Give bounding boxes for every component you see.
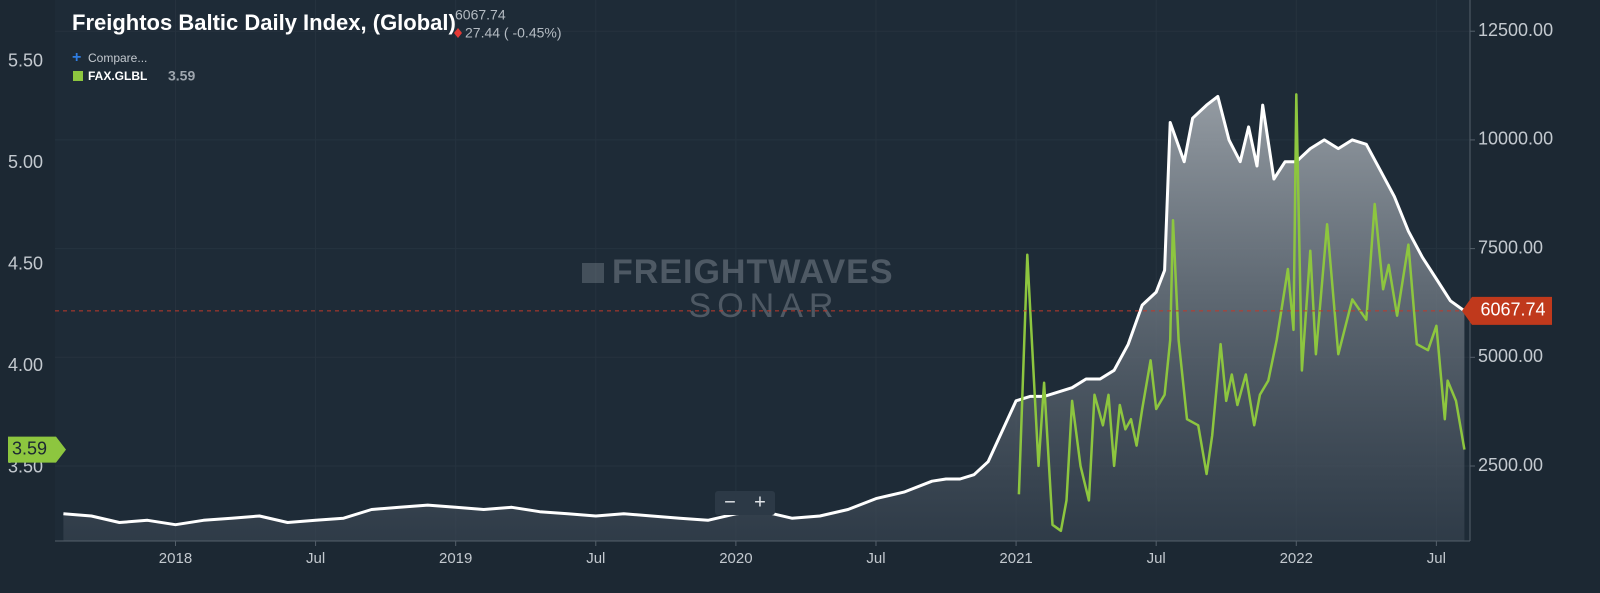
price-change: 27.44 ( -0.45%) xyxy=(465,25,562,41)
x-tick-label: 2020 xyxy=(719,550,752,567)
y-tick-label: 4.00 xyxy=(8,355,43,375)
zoom-in[interactable]: + xyxy=(754,491,766,513)
plot xyxy=(55,93,1470,542)
x-tick-label: 2019 xyxy=(439,550,472,567)
x-tick-label: 2018 xyxy=(159,550,192,567)
area xyxy=(63,96,1465,542)
last-value-flag xyxy=(1462,296,1552,325)
legend-label: FAX.GLBL xyxy=(88,69,147,83)
y2-tick-label: 2500.00 xyxy=(1478,455,1543,475)
compare-icon[interactable]: + xyxy=(72,49,81,66)
watermark-brand: FREIGHTWAVES xyxy=(612,253,894,291)
watermark: FREIGHTWAVES SONAR xyxy=(582,253,894,325)
x-tick-label: Jul xyxy=(1427,550,1446,567)
last-value-label: 6067.74 xyxy=(1480,300,1545,320)
x-tick-label: Jul xyxy=(1147,550,1166,567)
x-tick-label: Jul xyxy=(306,550,325,567)
x-tick-label: 2021 xyxy=(999,550,1032,567)
price: 6067.74 xyxy=(455,7,506,23)
chart-title: Freightos Baltic Daily Index, (Global) xyxy=(72,10,456,35)
legend-value: 3.59 xyxy=(168,68,195,84)
down-indicator xyxy=(454,28,462,38)
y2-tick-label: 10000.00 xyxy=(1478,129,1553,149)
y-tick-label: 5.00 xyxy=(8,152,43,172)
zoom-bar xyxy=(715,491,775,515)
x-tick-label: Jul xyxy=(586,550,605,567)
y-tick-label: 5.50 xyxy=(8,51,43,71)
y-last-value-label: 3.59 xyxy=(12,438,47,458)
y2-tick-label: 12500.00 xyxy=(1478,20,1553,40)
x-tick-label: Jul xyxy=(866,550,885,567)
x-tick-label: 2022 xyxy=(1280,550,1313,567)
compare-button[interactable]: Compare... xyxy=(88,51,147,65)
y2-tick-label: 5000.00 xyxy=(1478,346,1543,366)
zoom-controls: − + xyxy=(715,491,775,515)
legend-swatch xyxy=(73,71,83,81)
y-tick-label: 4.50 xyxy=(8,254,43,274)
line xyxy=(1017,93,1466,533)
watermark-product: SONAR xyxy=(689,287,840,325)
y-last-value-flag xyxy=(8,436,66,463)
zoom-out[interactable]: − xyxy=(724,491,736,513)
watermark-logo xyxy=(582,263,604,283)
y2-tick-label: 7500.00 xyxy=(1478,237,1543,257)
